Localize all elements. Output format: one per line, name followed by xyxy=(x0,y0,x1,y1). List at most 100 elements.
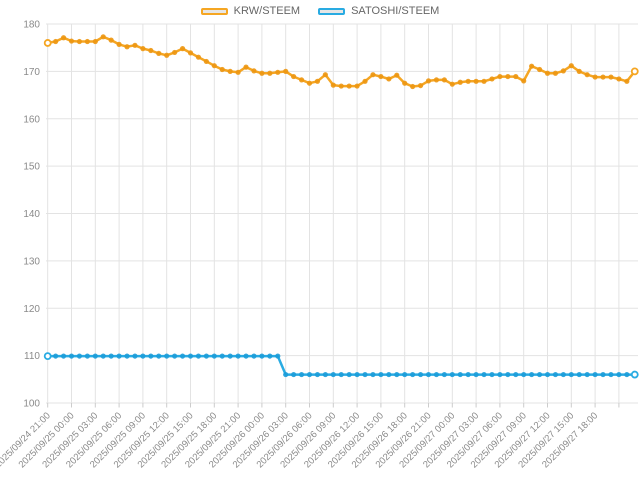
data-point-marker-krw-steem xyxy=(322,72,328,78)
y-axis-tick-label: 180 xyxy=(23,20,40,31)
satoshi-steem-legend-swatch xyxy=(318,8,346,15)
data-point-marker-satoshi-steem xyxy=(576,371,582,378)
data-point-marker-krw-steem xyxy=(441,77,447,83)
data-point-marker-krw-steem xyxy=(338,83,344,89)
data-point-marker-satoshi-steem xyxy=(489,371,495,378)
data-point-marker-krw-steem xyxy=(53,38,59,45)
data-point-marker-krw-steem xyxy=(283,68,289,74)
data-point-marker-satoshi-steem xyxy=(116,353,122,359)
data-point-marker-satoshi-steem xyxy=(362,371,368,378)
data-point-marker-krw-steem xyxy=(410,83,416,90)
data-point-marker-satoshi-steem xyxy=(505,371,511,378)
legend-item-krw-steem[interactable]: KRW/STEEM xyxy=(200,5,301,17)
data-point-marker-satoshi-steem xyxy=(92,353,98,359)
data-point-marker-satoshi-steem xyxy=(441,371,447,378)
data-point-marker-krw-steem xyxy=(584,72,590,78)
data-point-marker-krw-steem xyxy=(560,68,566,74)
data-point-marker-krw-steem xyxy=(330,82,336,88)
data-point-marker-satoshi-steem xyxy=(235,353,241,359)
legend-label-satoshi-steem: SATOSHI/STEEM xyxy=(351,5,440,17)
data-point-marker-krw-steem xyxy=(616,76,622,82)
data-point-marker-satoshi-steem xyxy=(338,371,344,378)
data-point-marker-krw-steem xyxy=(68,38,75,44)
data-point-marker-satoshi-steem xyxy=(608,371,614,378)
data-point-marker-satoshi-steem xyxy=(481,371,487,378)
data-point-marker-satoshi-steem xyxy=(322,371,328,378)
data-point-marker-krw-steem xyxy=(60,35,67,41)
data-point-marker-krw-steem xyxy=(227,68,233,74)
legend-label-krw-steem: KRW/STEEM xyxy=(233,5,301,17)
data-point-marker-krw-steem xyxy=(172,49,178,56)
data-point-marker-krw-steem xyxy=(346,83,352,89)
data-point-marker-satoshi-steem xyxy=(68,353,75,359)
data-point-marker-krw-steem xyxy=(529,63,535,69)
krw-steem-legend-swatch xyxy=(200,8,228,15)
data-point-marker-satoshi-steem xyxy=(243,353,249,359)
data-point-marker-krw-steem xyxy=(552,70,559,76)
data-point-marker-krw-steem xyxy=(124,44,130,50)
data-point-marker-satoshi-steem xyxy=(306,371,313,378)
data-point-marker-satoshi-steem xyxy=(187,353,194,359)
data-point-marker-krw-steem xyxy=(187,50,194,56)
data-point-marker-satoshi-steem xyxy=(402,371,408,378)
y-axis-tick-label: 140 xyxy=(23,209,40,220)
data-point-marker-satoshi-steem xyxy=(53,353,59,359)
y-axis-tick-label: 160 xyxy=(23,114,40,125)
data-point-marker-satoshi-steem xyxy=(473,371,479,378)
data-point-marker-krw-steem xyxy=(156,50,162,56)
data-point-marker-satoshi-steem xyxy=(584,371,590,378)
y-axis-tick-label: 100 xyxy=(23,399,40,410)
data-point-marker-satoshi-steem xyxy=(346,371,352,378)
data-point-marker-satoshi-steem xyxy=(370,371,376,378)
data-point-marker-krw-steem xyxy=(576,68,582,74)
data-point-marker-krw-steem xyxy=(195,54,202,60)
data-point-marker-krw-steem xyxy=(473,78,479,84)
endpoint-marker-krw-steem xyxy=(630,67,639,76)
data-point-marker-krw-steem xyxy=(600,74,606,80)
data-point-marker-satoshi-steem xyxy=(592,371,598,378)
data-point-marker-krw-steem xyxy=(624,78,630,84)
data-point-marker-satoshi-steem xyxy=(568,371,574,378)
data-point-marker-satoshi-steem xyxy=(378,371,384,378)
data-point-marker-satoshi-steem xyxy=(298,371,305,378)
data-point-marker-krw-steem xyxy=(457,79,463,85)
legend-item-satoshi-steem[interactable]: SATOSHI/STEEM xyxy=(318,6,439,17)
endpoint-marker-satoshi-steem xyxy=(630,370,639,379)
data-point-marker-satoshi-steem xyxy=(219,353,225,359)
data-point-marker-krw-steem xyxy=(354,83,360,89)
data-point-marker-satoshi-steem xyxy=(203,353,209,359)
data-point-marker-satoshi-steem xyxy=(552,371,559,378)
data-point-marker-krw-steem xyxy=(243,64,249,70)
y-axis-tick-label: 110 xyxy=(24,351,40,362)
data-point-marker-krw-steem xyxy=(76,38,83,45)
data-point-marker-krw-steem xyxy=(505,73,511,80)
data-point-marker-krw-steem xyxy=(179,46,186,52)
data-point-marker-satoshi-steem xyxy=(513,371,519,378)
data-point-marker-krw-steem xyxy=(370,72,376,78)
data-point-marker-satoshi-steem xyxy=(330,371,336,378)
data-point-marker-krw-steem xyxy=(314,78,321,84)
data-point-marker-satoshi-steem xyxy=(536,371,543,378)
data-point-marker-satoshi-steem xyxy=(132,353,138,359)
data-point-marker-satoshi-steem xyxy=(195,353,202,359)
data-point-marker-krw-steem xyxy=(100,34,106,40)
data-point-marker-satoshi-steem xyxy=(291,371,297,378)
data-point-marker-krw-steem xyxy=(164,52,170,58)
data-point-marker-satoshi-steem xyxy=(172,353,178,359)
y-axis-tick-label: 150 xyxy=(23,162,40,173)
data-point-marker-krw-steem xyxy=(536,66,543,73)
data-point-marker-krw-steem xyxy=(148,47,154,54)
data-point-marker-krw-steem xyxy=(521,78,527,84)
data-point-marker-satoshi-steem xyxy=(386,371,392,378)
data-point-marker-krw-steem xyxy=(298,77,305,83)
data-point-marker-satoshi-steem xyxy=(164,353,170,359)
data-point-marker-krw-steem xyxy=(211,63,217,69)
data-point-marker-krw-steem xyxy=(251,68,257,74)
chart-legend: KRW/STEEM SATOSHI/STEEM xyxy=(0,6,640,17)
data-point-marker-satoshi-steem xyxy=(84,353,90,359)
data-point-marker-krw-steem xyxy=(481,78,487,84)
data-point-marker-satoshi-steem xyxy=(124,353,130,359)
data-point-marker-satoshi-steem xyxy=(544,371,551,378)
data-point-marker-krw-steem xyxy=(92,38,98,45)
